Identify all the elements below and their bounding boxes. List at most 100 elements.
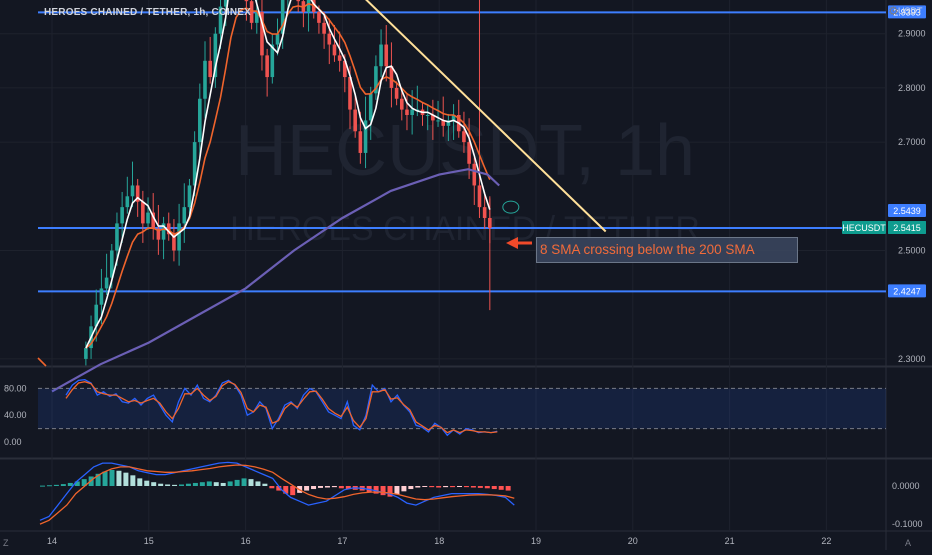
- bottom-right-label[interactable]: A: [905, 538, 912, 548]
- candle-body[interactable]: [172, 234, 176, 251]
- candle-body[interactable]: [348, 77, 352, 110]
- macd-histogram-bar[interactable]: [67, 482, 73, 486]
- macd-histogram-bar[interactable]: [505, 486, 511, 491]
- candle-body[interactable]: [115, 223, 119, 251]
- macd-histogram-bar[interactable]: [95, 473, 101, 486]
- macd-histogram-bar[interactable]: [470, 486, 476, 488]
- macd-histogram-bar[interactable]: [172, 484, 178, 486]
- candle-body[interactable]: [270, 44, 275, 78]
- macd-histogram-bar[interactable]: [380, 486, 386, 496]
- macd-histogram-bar[interactable]: [74, 481, 80, 486]
- macd-histogram-bar[interactable]: [443, 486, 449, 488]
- candle-body[interactable]: [99, 288, 104, 305]
- candle-body[interactable]: [120, 207, 124, 224]
- macd-signal-line[interactable]: [39, 464, 515, 525]
- macd-histogram-bar[interactable]: [436, 486, 442, 488]
- macd-line[interactable]: [39, 461, 515, 521]
- macd-histogram-bar[interactable]: [408, 486, 414, 490]
- sma200-line[interactable]: [51, 168, 500, 393]
- candle-body[interactable]: [379, 44, 383, 67]
- candle-body[interactable]: [482, 207, 487, 218]
- candle-body[interactable]: [332, 44, 337, 56]
- macd-histogram-bar[interactable]: [373, 486, 379, 494]
- candle-body[interactable]: [358, 131, 363, 153]
- macd-histogram-bar[interactable]: [318, 486, 323, 488]
- macd-histogram-bar[interactable]: [262, 483, 268, 486]
- macd-histogram-bar[interactable]: [477, 486, 483, 488]
- stoch-d-line[interactable]: [65, 380, 498, 434]
- candle-body[interactable]: [384, 44, 389, 67]
- candle-body[interactable]: [441, 120, 446, 126]
- candle-body[interactable]: [208, 60, 212, 78]
- macd-histogram-bar[interactable]: [304, 486, 310, 491]
- candle-body[interactable]: [467, 142, 471, 164]
- macd-histogram-bar[interactable]: [283, 486, 289, 494]
- candle-body[interactable]: [187, 185, 192, 208]
- macd-histogram-bar[interactable]: [269, 486, 275, 489]
- macd-histogram-bar[interactable]: [185, 483, 191, 486]
- macd-histogram-bar[interactable]: [429, 486, 435, 488]
- macd-histogram-bar[interactable]: [130, 475, 136, 486]
- macd-histogram-bar[interactable]: [324, 486, 330, 488]
- macd-histogram-bar[interactable]: [457, 486, 462, 487]
- macd-histogram-bar[interactable]: [109, 469, 115, 486]
- macd-histogram-bar[interactable]: [60, 484, 66, 486]
- macd-histogram-bar[interactable]: [401, 486, 407, 492]
- macd-histogram-bar[interactable]: [53, 484, 59, 486]
- macd-histogram-bar[interactable]: [220, 482, 226, 486]
- candle-body[interactable]: [166, 223, 171, 235]
- candle-body[interactable]: [203, 60, 207, 99]
- macd-histogram-bar[interactable]: [450, 486, 456, 488]
- trendline[interactable]: [242, 0, 607, 233]
- macd-histogram-bar[interactable]: [311, 486, 317, 490]
- macd-histogram-bar[interactable]: [102, 471, 108, 486]
- candle-body[interactable]: [109, 250, 114, 278]
- candle-body[interactable]: [327, 33, 332, 45]
- candle-body[interactable]: [135, 185, 140, 202]
- candle-body[interactable]: [260, 12, 264, 56]
- macd-histogram-bar[interactable]: [227, 481, 233, 486]
- candle-body[interactable]: [368, 93, 373, 121]
- candle-body[interactable]: [472, 163, 477, 186]
- candle-body[interactable]: [446, 120, 451, 126]
- macd-histogram-bar[interactable]: [248, 479, 254, 486]
- sma8-line[interactable]: [85, 0, 491, 349]
- candle-body[interactable]: [177, 223, 181, 251]
- macd-histogram-bar[interactable]: [165, 484, 171, 486]
- macd-histogram-bar[interactable]: [46, 485, 52, 487]
- candle-body[interactable]: [374, 66, 378, 94]
- macd-histogram-bar[interactable]: [255, 481, 261, 486]
- candle-body[interactable]: [317, 12, 321, 23]
- macd-histogram-bar[interactable]: [40, 485, 45, 487]
- candle-body[interactable]: [353, 109, 357, 132]
- candle-body[interactable]: [84, 348, 88, 359]
- candle-body[interactable]: [296, 0, 301, 2]
- macd-histogram-bar[interactable]: [241, 478, 247, 486]
- candle-body[interactable]: [151, 212, 156, 229]
- candle-body[interactable]: [156, 228, 161, 240]
- candle-body[interactable]: [322, 22, 326, 34]
- macd-histogram-bar[interactable]: [463, 486, 469, 488]
- macd-histogram-bar[interactable]: [394, 486, 400, 495]
- gear-icon[interactable]: ⚙: [888, 4, 899, 18]
- candle-body[interactable]: [425, 115, 430, 116]
- macd-histogram-bar[interactable]: [415, 486, 421, 488]
- candle-body[interactable]: [343, 60, 347, 78]
- candle-body[interactable]: [192, 142, 197, 186]
- macd-histogram-bar[interactable]: [498, 486, 504, 490]
- macd-histogram-bar[interactable]: [387, 486, 393, 497]
- macd-histogram-bar[interactable]: [338, 486, 344, 489]
- currency-label[interactable]: USDT: [898, 6, 923, 16]
- candle-body[interactable]: [125, 196, 130, 208]
- candle-body[interactable]: [363, 120, 368, 153]
- macd-histogram-bar[interactable]: [484, 486, 490, 489]
- macd-histogram-bar[interactable]: [290, 486, 296, 496]
- macd-histogram-bar[interactable]: [179, 484, 184, 486]
- candle-body[interactable]: [280, 0, 285, 34]
- macd-histogram-bar[interactable]: [81, 479, 87, 486]
- candle-body[interactable]: [337, 55, 342, 61]
- candle-body[interactable]: [161, 223, 166, 240]
- macd-histogram-bar[interactable]: [331, 486, 337, 488]
